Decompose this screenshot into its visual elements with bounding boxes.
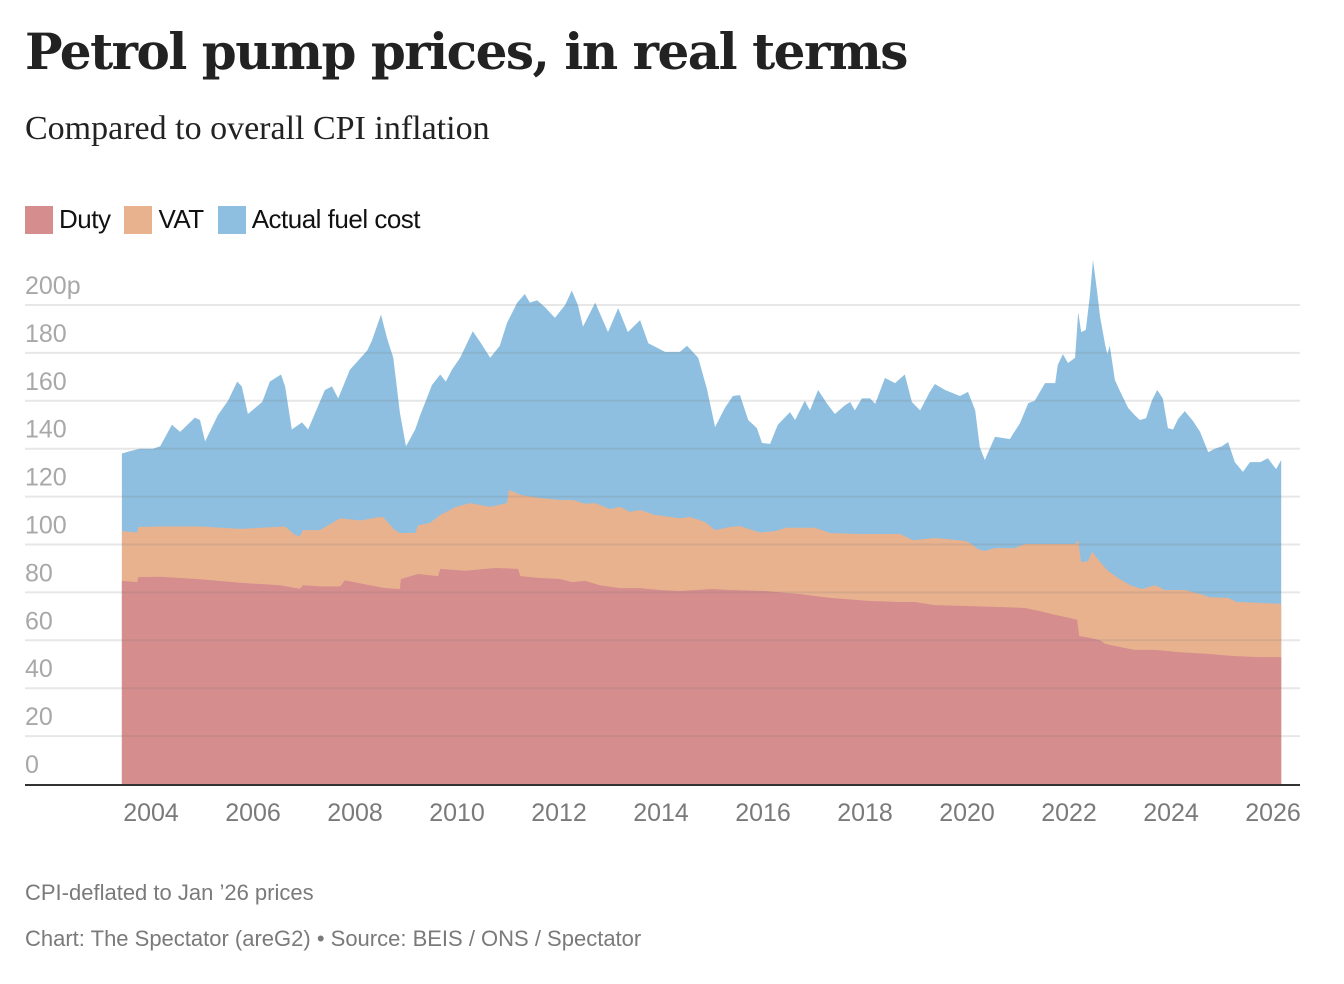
y-tick-label: 180: [25, 320, 67, 348]
x-tick-label: 2010: [429, 799, 485, 827]
x-tick-label: 2016: [735, 799, 791, 827]
y-axis-ticks: 0 20 40 60 80 100 120 140 160 180 200p: [25, 272, 81, 779]
x-tick-label: 2022: [1041, 799, 1097, 827]
y-tick-label: 160: [25, 368, 67, 396]
y-tick-label: 200p: [25, 272, 81, 300]
x-tick-label: 2006: [225, 799, 281, 827]
legend-item-fuel: Actual fuel cost: [217, 204, 421, 235]
x-tick-label: 2008: [327, 799, 383, 827]
x-tick-label: 2018: [837, 799, 893, 827]
legend-item-duty: Duty: [25, 204, 111, 235]
legend-label-vat: VAT: [158, 204, 204, 234]
y-tick-label: 140: [25, 416, 67, 444]
x-tick-label: 2024: [1143, 799, 1199, 827]
y-tick-label: 100: [25, 512, 67, 540]
gridlines: [25, 304, 1300, 738]
area-duty: [121, 568, 1282, 784]
legend-item-vat: VAT: [124, 204, 204, 235]
legend-swatch-vat: [124, 205, 153, 234]
x-tick-label: 2012: [531, 799, 587, 827]
y-tick-label: 0: [25, 751, 39, 779]
y-tick-label: 120: [25, 464, 67, 492]
x-axis-ticks: 2004 2006 2008 2010 2012 2014 2016 2018 2020 2022…: [123, 799, 1301, 827]
y-tick-label: 60: [25, 607, 53, 635]
y-tick-label: 20: [25, 703, 53, 731]
x-tick-label: 2004: [123, 799, 179, 827]
chart-note: CPI-deflated to Jan ’26 prices: [25, 880, 314, 905]
y-tick-label: 40: [25, 655, 53, 683]
legend-swatch-fuel: [217, 205, 246, 234]
chart-title: Petrol pump prices, in real terms: [25, 22, 908, 81]
area-layers: [121, 260, 1282, 784]
x-tick-label: 2014: [633, 799, 689, 827]
legend-swatch-duty: [25, 205, 53, 234]
chart-subtitle: Compared to overall CPI inflation: [25, 110, 490, 147]
chart-credit: Chart: The Spectator (areG2) • Source: B…: [25, 926, 642, 951]
x-tick-label: 2020: [939, 799, 995, 827]
legend-label-duty: Duty: [59, 204, 111, 234]
x-tick-label: 2026: [1245, 799, 1301, 827]
y-tick-label: 80: [25, 559, 53, 587]
legend-label-fuel: Actual fuel cost: [251, 204, 421, 234]
legend: Duty VAT Actual fuel cost: [25, 204, 434, 235]
